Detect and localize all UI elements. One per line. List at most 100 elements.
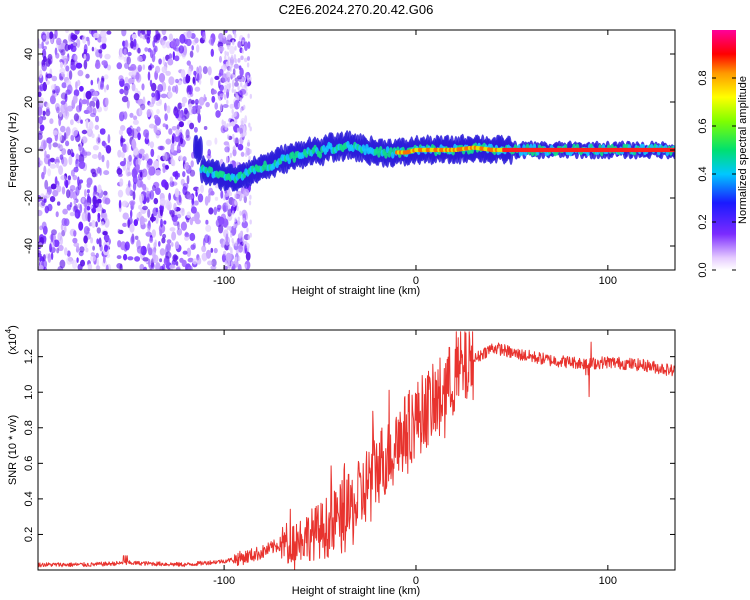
noise-blob bbox=[90, 237, 94, 244]
noise-blob bbox=[83, 44, 88, 54]
noise-blob bbox=[123, 253, 128, 261]
noise-blob bbox=[73, 113, 79, 122]
noise-blob bbox=[165, 124, 169, 130]
noise-blob bbox=[69, 61, 76, 70]
noise-blob bbox=[186, 30, 193, 39]
noise-blob bbox=[73, 199, 77, 205]
noise-blob bbox=[75, 62, 83, 69]
noise-blob bbox=[245, 81, 248, 87]
noise-blob bbox=[238, 244, 243, 253]
noise-blob bbox=[79, 85, 84, 92]
noise-blob bbox=[224, 50, 227, 56]
noise-blob bbox=[142, 64, 146, 70]
noise-blob bbox=[149, 216, 156, 222]
snr-series-line bbox=[38, 331, 675, 570]
noise-blob bbox=[233, 242, 239, 251]
noise-blob bbox=[165, 70, 171, 76]
noise-blob bbox=[223, 121, 226, 126]
noise-blob bbox=[88, 30, 93, 35]
noise-blob bbox=[245, 146, 248, 152]
noise-blob bbox=[98, 237, 102, 248]
noise-blob bbox=[187, 257, 194, 263]
noise-blob bbox=[119, 88, 125, 95]
noise-blob bbox=[202, 253, 207, 262]
noise-blob bbox=[60, 61, 63, 69]
noise-blob bbox=[87, 193, 90, 200]
noise-blob bbox=[247, 235, 250, 240]
noise-blob bbox=[133, 38, 137, 48]
x-tick-label: 100 bbox=[599, 275, 617, 287]
noise-blob bbox=[50, 183, 57, 190]
snr-exponent: (x104) bbox=[4, 325, 19, 355]
noise-blob bbox=[237, 90, 243, 97]
noise-blob bbox=[42, 110, 46, 117]
noise-blob bbox=[214, 75, 220, 80]
noise-blob bbox=[144, 47, 149, 52]
noise-blob bbox=[232, 133, 235, 139]
band-core bbox=[384, 151, 388, 159]
noise-blob bbox=[243, 188, 250, 197]
noise-blob bbox=[208, 187, 214, 196]
noise-blob bbox=[249, 93, 252, 99]
noise-blob bbox=[62, 208, 68, 215]
noise-blob bbox=[155, 169, 161, 176]
noise-blob bbox=[219, 93, 225, 98]
noise-blob bbox=[207, 193, 211, 203]
noise-blob bbox=[178, 45, 185, 54]
noise-blob bbox=[118, 54, 125, 60]
noise-blob bbox=[46, 154, 50, 159]
noise-blob bbox=[157, 145, 164, 151]
noise-blob bbox=[207, 260, 213, 266]
noise-blob bbox=[75, 158, 80, 169]
noise-blob bbox=[214, 137, 218, 145]
noise-blob bbox=[76, 38, 81, 48]
noise-blob bbox=[219, 103, 223, 112]
noise-blob bbox=[239, 107, 243, 113]
noise-blob bbox=[211, 89, 217, 95]
noise-blob bbox=[202, 66, 208, 75]
noise-blob bbox=[38, 91, 42, 98]
noise-blob bbox=[163, 220, 167, 225]
noise-blob bbox=[230, 232, 233, 238]
noise-blob bbox=[95, 207, 102, 212]
noise-blob bbox=[131, 83, 136, 92]
noise-blob bbox=[56, 185, 62, 193]
noise-blob bbox=[90, 112, 96, 118]
noise-blob bbox=[149, 141, 155, 149]
noise-blob bbox=[46, 31, 50, 40]
noise-blob bbox=[185, 73, 191, 84]
noise-blob bbox=[168, 76, 175, 86]
noise-blob bbox=[66, 204, 72, 211]
noise-blob bbox=[238, 232, 241, 238]
noise-blob bbox=[142, 205, 148, 211]
noise-blob bbox=[235, 223, 238, 229]
noise-blob bbox=[38, 106, 43, 116]
noise-blob bbox=[248, 155, 251, 161]
noise-blob bbox=[82, 35, 87, 44]
noise-blob bbox=[224, 55, 227, 61]
noise-blob bbox=[79, 203, 83, 214]
noise-blob bbox=[230, 261, 234, 267]
noise-blob bbox=[69, 212, 75, 217]
noise-blob bbox=[201, 245, 207, 253]
noise-blob bbox=[177, 221, 180, 230]
noise-blob bbox=[102, 231, 108, 236]
noise-blob bbox=[128, 154, 132, 162]
noise-blob bbox=[174, 136, 180, 143]
noise-blob bbox=[159, 228, 163, 237]
noise-blob bbox=[197, 193, 204, 203]
noise-blob bbox=[75, 186, 80, 196]
noise-blob bbox=[223, 195, 226, 201]
noise-blob bbox=[226, 99, 229, 105]
noise-blob bbox=[220, 190, 224, 199]
noise-blob bbox=[83, 235, 88, 244]
noise-blob bbox=[80, 119, 83, 124]
noise-blob bbox=[189, 218, 194, 226]
noise-blob bbox=[96, 238, 100, 245]
noise-blob bbox=[95, 221, 98, 228]
noise-blob bbox=[155, 187, 161, 195]
noise-blob bbox=[233, 145, 236, 151]
noise-blob bbox=[246, 75, 250, 81]
noise-blob bbox=[241, 120, 244, 126]
noise-blob bbox=[233, 137, 240, 144]
